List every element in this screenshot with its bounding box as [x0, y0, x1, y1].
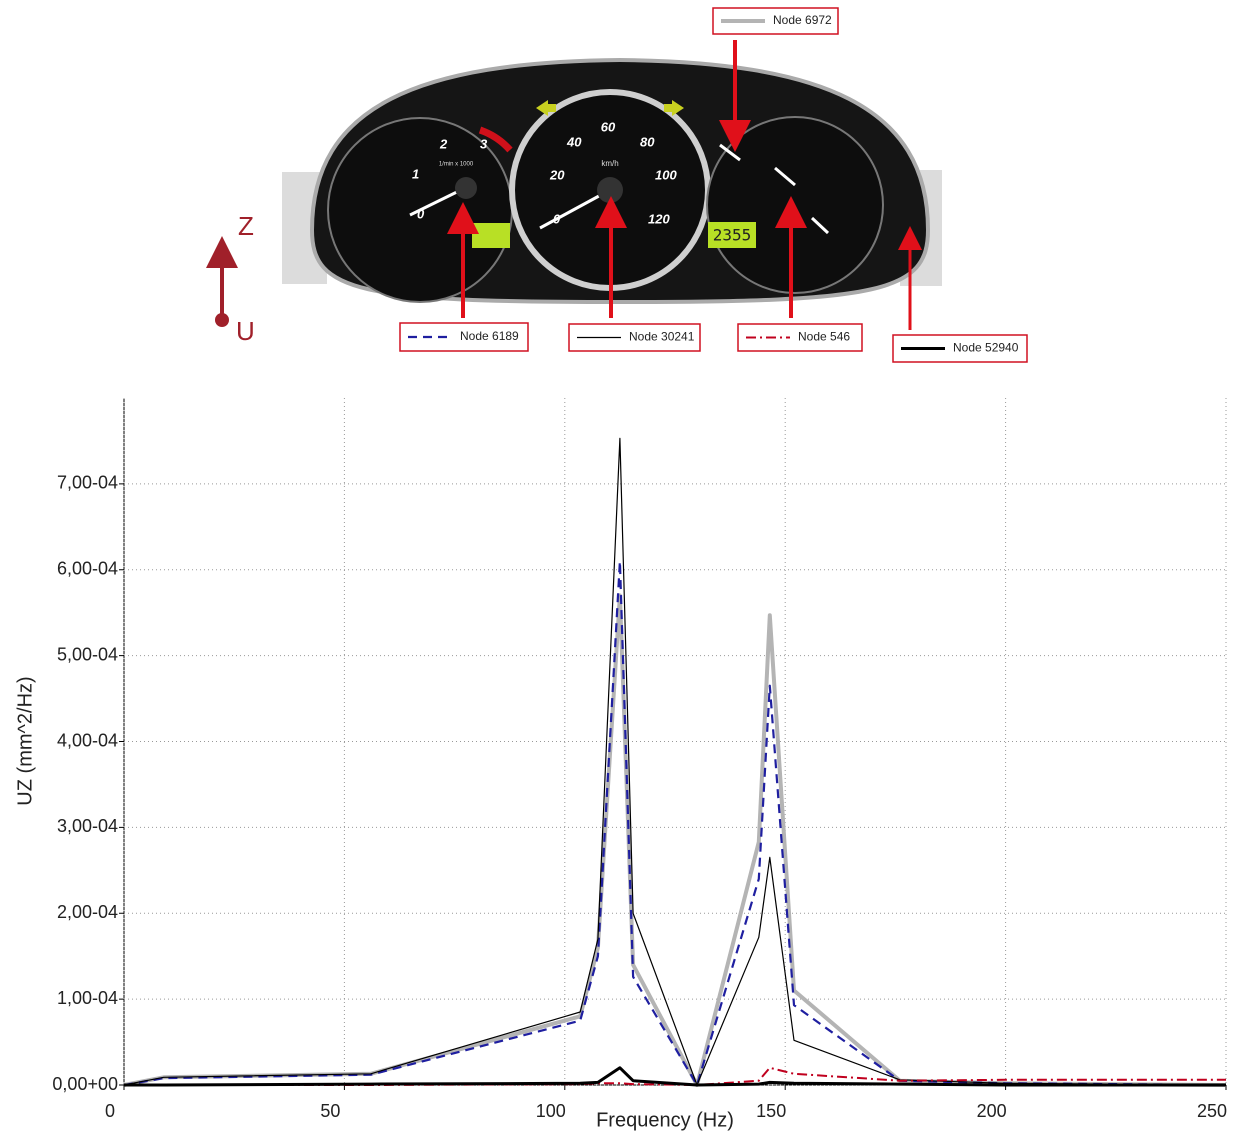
x-tick-label: 200	[977, 1101, 1007, 1121]
speed-label: 80	[640, 134, 655, 149]
tach-label: 1	[412, 166, 419, 181]
speed-label: 0	[553, 211, 561, 226]
y-tick-label: 5,00-04	[57, 644, 118, 664]
speed-label: 20	[549, 167, 565, 182]
speed-label: 60	[601, 119, 616, 134]
y-tick-label: 1,00-04	[57, 988, 118, 1008]
speed-label: 120	[648, 211, 670, 226]
dashboard: 2355 km/h 1/min x 1000 0 20 40 60 80 100…	[206, 40, 942, 346]
legend-label: Node 30241	[629, 330, 695, 344]
y-tick-label: 4,00-04	[57, 730, 118, 750]
y-tick-label: 3,00-04	[57, 816, 118, 836]
legend-label: Node 6189	[460, 329, 519, 343]
hub	[455, 177, 477, 199]
needle	[409, 186, 466, 217]
series-line	[124, 1066, 1226, 1087]
tach-unit: 1/min x 1000	[439, 162, 474, 168]
legend-box	[737, 323, 863, 352]
legend-box	[399, 322, 529, 352]
hub	[597, 177, 623, 203]
x-tick-label: 0	[105, 1101, 115, 1121]
needle	[810, 216, 830, 235]
legend-label: Node 546	[798, 330, 850, 344]
redline	[478, 126, 513, 153]
x-tick-label: 150	[756, 1101, 786, 1121]
axis-z: Z	[238, 211, 254, 241]
speed-label: 40	[566, 134, 582, 149]
lcd	[472, 223, 510, 248]
axis-dot	[215, 313, 229, 327]
x-axis-title: Frequency (Hz)	[596, 1109, 734, 1131]
x-tick-label: 50	[320, 1101, 340, 1121]
legend-label: Node 52940	[953, 341, 1019, 355]
indicator	[536, 100, 556, 116]
y-axis-title: UZ (mm^2/Hz)	[14, 676, 36, 805]
needle	[774, 166, 796, 187]
y-tick-label: 0,00+00	[52, 1074, 118, 1094]
series-line	[123, 560, 1227, 1087]
series-line	[123, 593, 1227, 1087]
y-tick-label: 6,00-04	[57, 559, 118, 579]
axis-u: U	[236, 316, 255, 346]
y-tick-label: 7,00-04	[57, 473, 118, 493]
odometer: 2355	[713, 226, 752, 245]
series-line	[123, 437, 1227, 1086]
speed-label: 100	[655, 167, 677, 182]
lcd	[708, 222, 756, 248]
speed-unit: km/h	[601, 159, 618, 168]
x-tick-label: 100	[536, 1101, 566, 1121]
tach-label: 2	[439, 136, 448, 151]
tach-label: 3	[480, 136, 488, 151]
legend-label: Node 6972	[773, 13, 832, 27]
x-tick-label: 250	[1197, 1101, 1227, 1121]
tach-label: 0	[417, 206, 425, 221]
indicator	[664, 100, 684, 116]
aux-dial	[706, 116, 884, 294]
y-tick-label: 2,00-04	[57, 902, 118, 922]
